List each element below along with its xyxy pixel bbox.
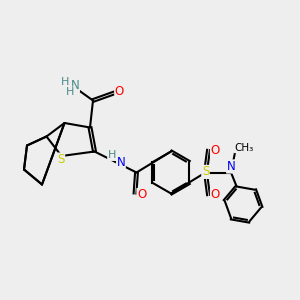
- Text: O: O: [115, 85, 124, 98]
- Text: N: N: [226, 160, 236, 173]
- Text: CH₃: CH₃: [234, 142, 254, 153]
- Text: N: N: [70, 79, 80, 92]
- Text: O: O: [211, 188, 220, 202]
- Text: S: S: [202, 165, 209, 178]
- Text: O: O: [211, 143, 220, 157]
- Text: H: H: [108, 150, 116, 161]
- Text: H: H: [66, 87, 75, 97]
- Text: N: N: [116, 155, 125, 169]
- Text: S: S: [57, 153, 64, 166]
- Text: O: O: [137, 188, 146, 202]
- Text: H: H: [61, 77, 70, 87]
